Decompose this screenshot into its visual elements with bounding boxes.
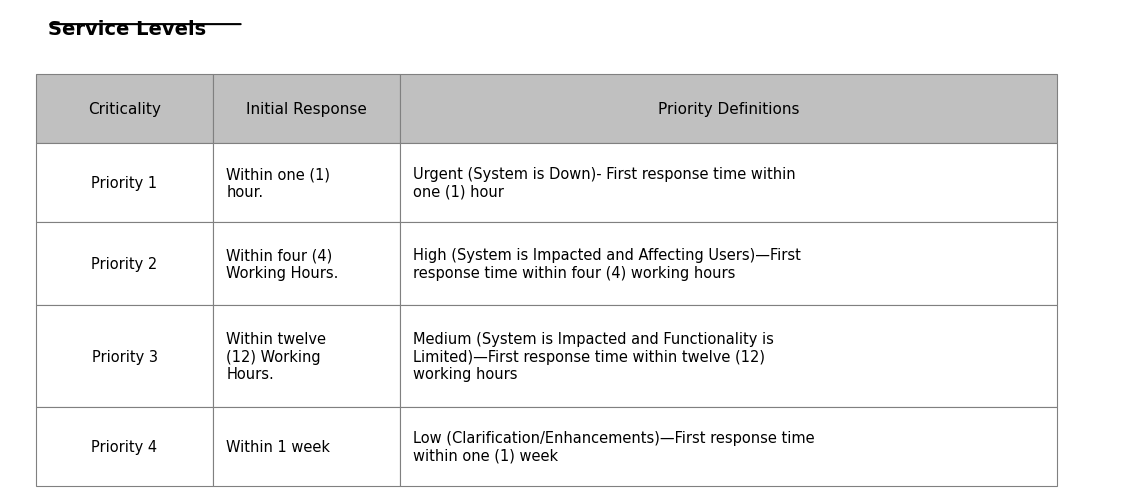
Text: Priority Definitions: Priority Definitions: [658, 102, 800, 117]
Bar: [36, 407, 213, 486]
Bar: [399, 75, 1058, 144]
Bar: [36, 306, 213, 407]
Bar: [36, 144, 213, 222]
Text: Priority 1: Priority 1: [91, 176, 158, 191]
Bar: [399, 306, 1058, 407]
Text: High (System is Impacted and Affecting Users)—First
response time within four (4: High (System is Impacted and Affecting U…: [413, 247, 801, 280]
Text: Within 1 week: Within 1 week: [226, 439, 331, 454]
Bar: [399, 144, 1058, 222]
Bar: [213, 144, 399, 222]
Bar: [213, 407, 399, 486]
Text: Criticality: Criticality: [88, 102, 161, 117]
Text: Initial Response: Initial Response: [246, 102, 367, 117]
Bar: [399, 222, 1058, 306]
Bar: [36, 222, 213, 306]
Text: Service Levels: Service Levels: [47, 20, 206, 39]
Text: Low (Clarification/Enhancements)—First response time
within one (1) week: Low (Clarification/Enhancements)—First r…: [413, 430, 814, 463]
Bar: [36, 75, 213, 144]
Bar: [399, 407, 1058, 486]
Bar: [213, 306, 399, 407]
Text: Medium (System is Impacted and Functionality is
Limited)—First response time wit: Medium (System is Impacted and Functiona…: [413, 332, 774, 381]
Text: Priority 3: Priority 3: [91, 349, 158, 364]
Text: Within twelve
(12) Working
Hours.: Within twelve (12) Working Hours.: [226, 332, 326, 381]
Text: Priority 4: Priority 4: [91, 439, 158, 454]
Bar: [213, 75, 399, 144]
Text: Priority 2: Priority 2: [91, 257, 158, 272]
Bar: [213, 222, 399, 306]
Text: Urgent (System is Down)- First response time within
one (1) hour: Urgent (System is Down)- First response …: [413, 167, 795, 199]
Text: Within four (4)
Working Hours.: Within four (4) Working Hours.: [226, 247, 339, 280]
Text: Within one (1)
hour.: Within one (1) hour.: [226, 167, 331, 199]
